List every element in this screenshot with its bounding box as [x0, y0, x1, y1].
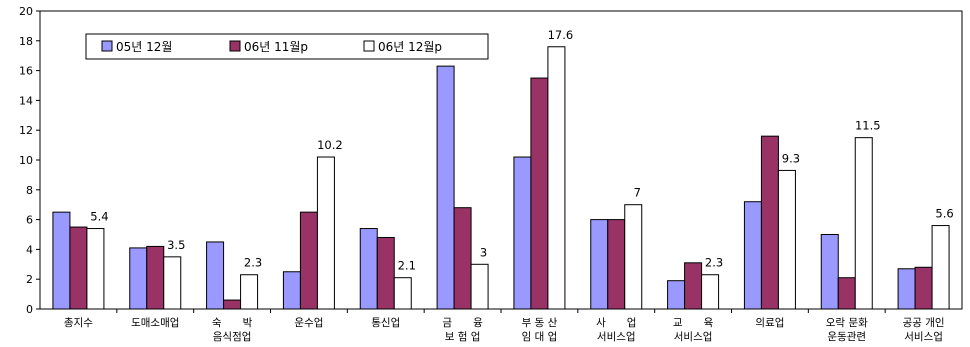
data-label: 5.6: [935, 207, 953, 221]
bar-1-11: [820, 234, 839, 310]
legend-swatch: [229, 40, 241, 52]
data-label: 7: [634, 186, 641, 200]
y-tick-label: 14: [19, 94, 33, 107]
x-category-label: 운동관련: [827, 331, 866, 343]
bar-1-10: [743, 201, 762, 310]
bar-1-5: [359, 228, 378, 310]
data-label: 2.1: [398, 259, 416, 273]
x-category-label: 오락 문화: [826, 317, 868, 329]
x-category-label: 서비스업: [674, 330, 713, 343]
x-category-label: 부 동 산: [522, 317, 558, 329]
y-tick-label: 12: [19, 124, 33, 137]
bars: [52, 46, 950, 310]
y-tick-label: 2: [26, 273, 33, 286]
y-tick-label: 10: [19, 154, 33, 167]
y-tick-label: 0: [26, 303, 33, 316]
bar-1-8: [590, 219, 609, 310]
data-label: 2.3: [705, 256, 723, 270]
x-category-label: 총지수: [64, 317, 93, 329]
x-category-label: 숙 박: [212, 317, 253, 329]
x-category-label: 의료업: [755, 316, 784, 329]
bar-3-3: [240, 274, 259, 310]
legend-swatch: [363, 40, 375, 52]
bar-2-7: [530, 77, 549, 310]
bar-1-1: [52, 211, 71, 310]
bar-1-9: [667, 280, 686, 310]
x-category-label: 임 대 업: [522, 330, 558, 343]
bar-3-11: [854, 137, 873, 310]
bar-3-2: [163, 256, 182, 310]
data-label: 17.6: [548, 28, 574, 42]
legend-swatch: [101, 40, 113, 52]
bar-2-1: [69, 226, 88, 310]
x-category-label: 서비스업: [597, 330, 636, 343]
legend-label: 06년 11월p: [244, 40, 308, 54]
bar-3-4: [316, 156, 335, 310]
y-tick-label: 8: [26, 184, 33, 197]
bar-3-10: [777, 169, 796, 310]
bar-2-12: [914, 266, 933, 310]
data-label: 11.5: [855, 119, 881, 133]
x-category-label: 교 육: [673, 317, 714, 329]
x-category-label: 통신업: [371, 316, 400, 329]
bar-3-5: [393, 277, 412, 310]
y-tick-label: 6: [26, 214, 33, 227]
x-category-label: 운수업: [294, 316, 323, 329]
legend-label: 05년 12월: [116, 40, 172, 54]
x-category-label: 금 융: [442, 317, 483, 329]
bar-2-11: [837, 277, 856, 310]
data-label: 10.2: [317, 138, 343, 152]
bar-2-8: [607, 219, 626, 310]
y-tick-label: 20: [19, 5, 33, 18]
bar-1-3: [206, 241, 225, 310]
data-label: 9.3: [782, 151, 800, 165]
bar-2-3: [223, 299, 242, 310]
bar-1-7: [513, 156, 532, 310]
bar-3-8: [624, 204, 643, 310]
bar-1-4: [282, 271, 301, 310]
x-category-label: 서비스업: [904, 330, 943, 343]
y-tick-label: 4: [26, 243, 33, 256]
bar-2-5: [376, 236, 395, 310]
y-tick-label: 18: [19, 35, 33, 48]
x-category-label: 보 험 업: [445, 330, 481, 343]
bar-3-12: [931, 225, 950, 310]
bar-3-6: [470, 263, 489, 310]
bar-1-12: [897, 268, 916, 310]
y-tick-label: 16: [19, 65, 33, 78]
data-label: 3.5: [167, 238, 185, 252]
bar-3-9: [701, 274, 720, 310]
data-label: 2.3: [244, 256, 262, 270]
bar-2-6: [453, 207, 472, 310]
bar-3-1: [86, 228, 105, 310]
data-label: 5.4: [90, 210, 108, 224]
legend-label: 06년 12월p: [378, 40, 442, 54]
bar-2-9: [684, 262, 703, 310]
x-category-label: 사 업: [596, 316, 636, 329]
bar-2-2: [146, 245, 165, 310]
data-label: 3: [480, 245, 487, 259]
bar-2-4: [299, 211, 318, 310]
bar-2-10: [760, 135, 779, 310]
bar-1-2: [129, 247, 148, 310]
legend: 05년 12월 06년 11월p 06년 12월p: [85, 33, 489, 60]
bar-1-6: [436, 65, 455, 310]
x-category-label: 도매소매업: [131, 316, 179, 329]
bar-3-7: [547, 46, 566, 310]
data-labels: 5.4 3.5 2.3 10.2 2.1 3 17.6 7 2.3 9.3 11.5 5.6: [90, 28, 953, 273]
x-category-label: 음식점업: [213, 330, 252, 343]
x-category-label: 공공 개인: [903, 317, 945, 329]
legend-box: [85, 33, 489, 60]
